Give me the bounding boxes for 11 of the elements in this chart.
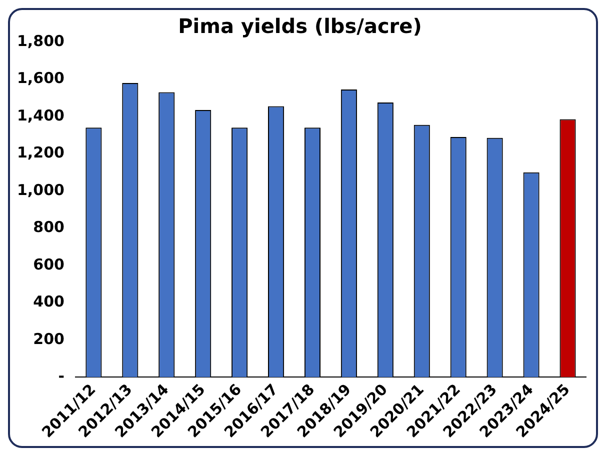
y-tick-label: 400 — [33, 292, 64, 311]
y-tick-label: 1,800 — [16, 32, 64, 50]
y-tick-label: 200 — [33, 330, 64, 348]
y-tick-label: 1,600 — [16, 69, 64, 88]
y-tick-label: 800 — [33, 218, 64, 236]
chart-title: Pima yields (lbs/acre) — [178, 14, 422, 38]
y-tick-label: - — [58, 367, 64, 386]
y-tick-label: 1,200 — [16, 144, 64, 162]
y-tick-label: 600 — [33, 255, 64, 274]
y-tick-label: 1,400 — [16, 106, 64, 124]
y-tick-label: 1,000 — [16, 180, 64, 199]
